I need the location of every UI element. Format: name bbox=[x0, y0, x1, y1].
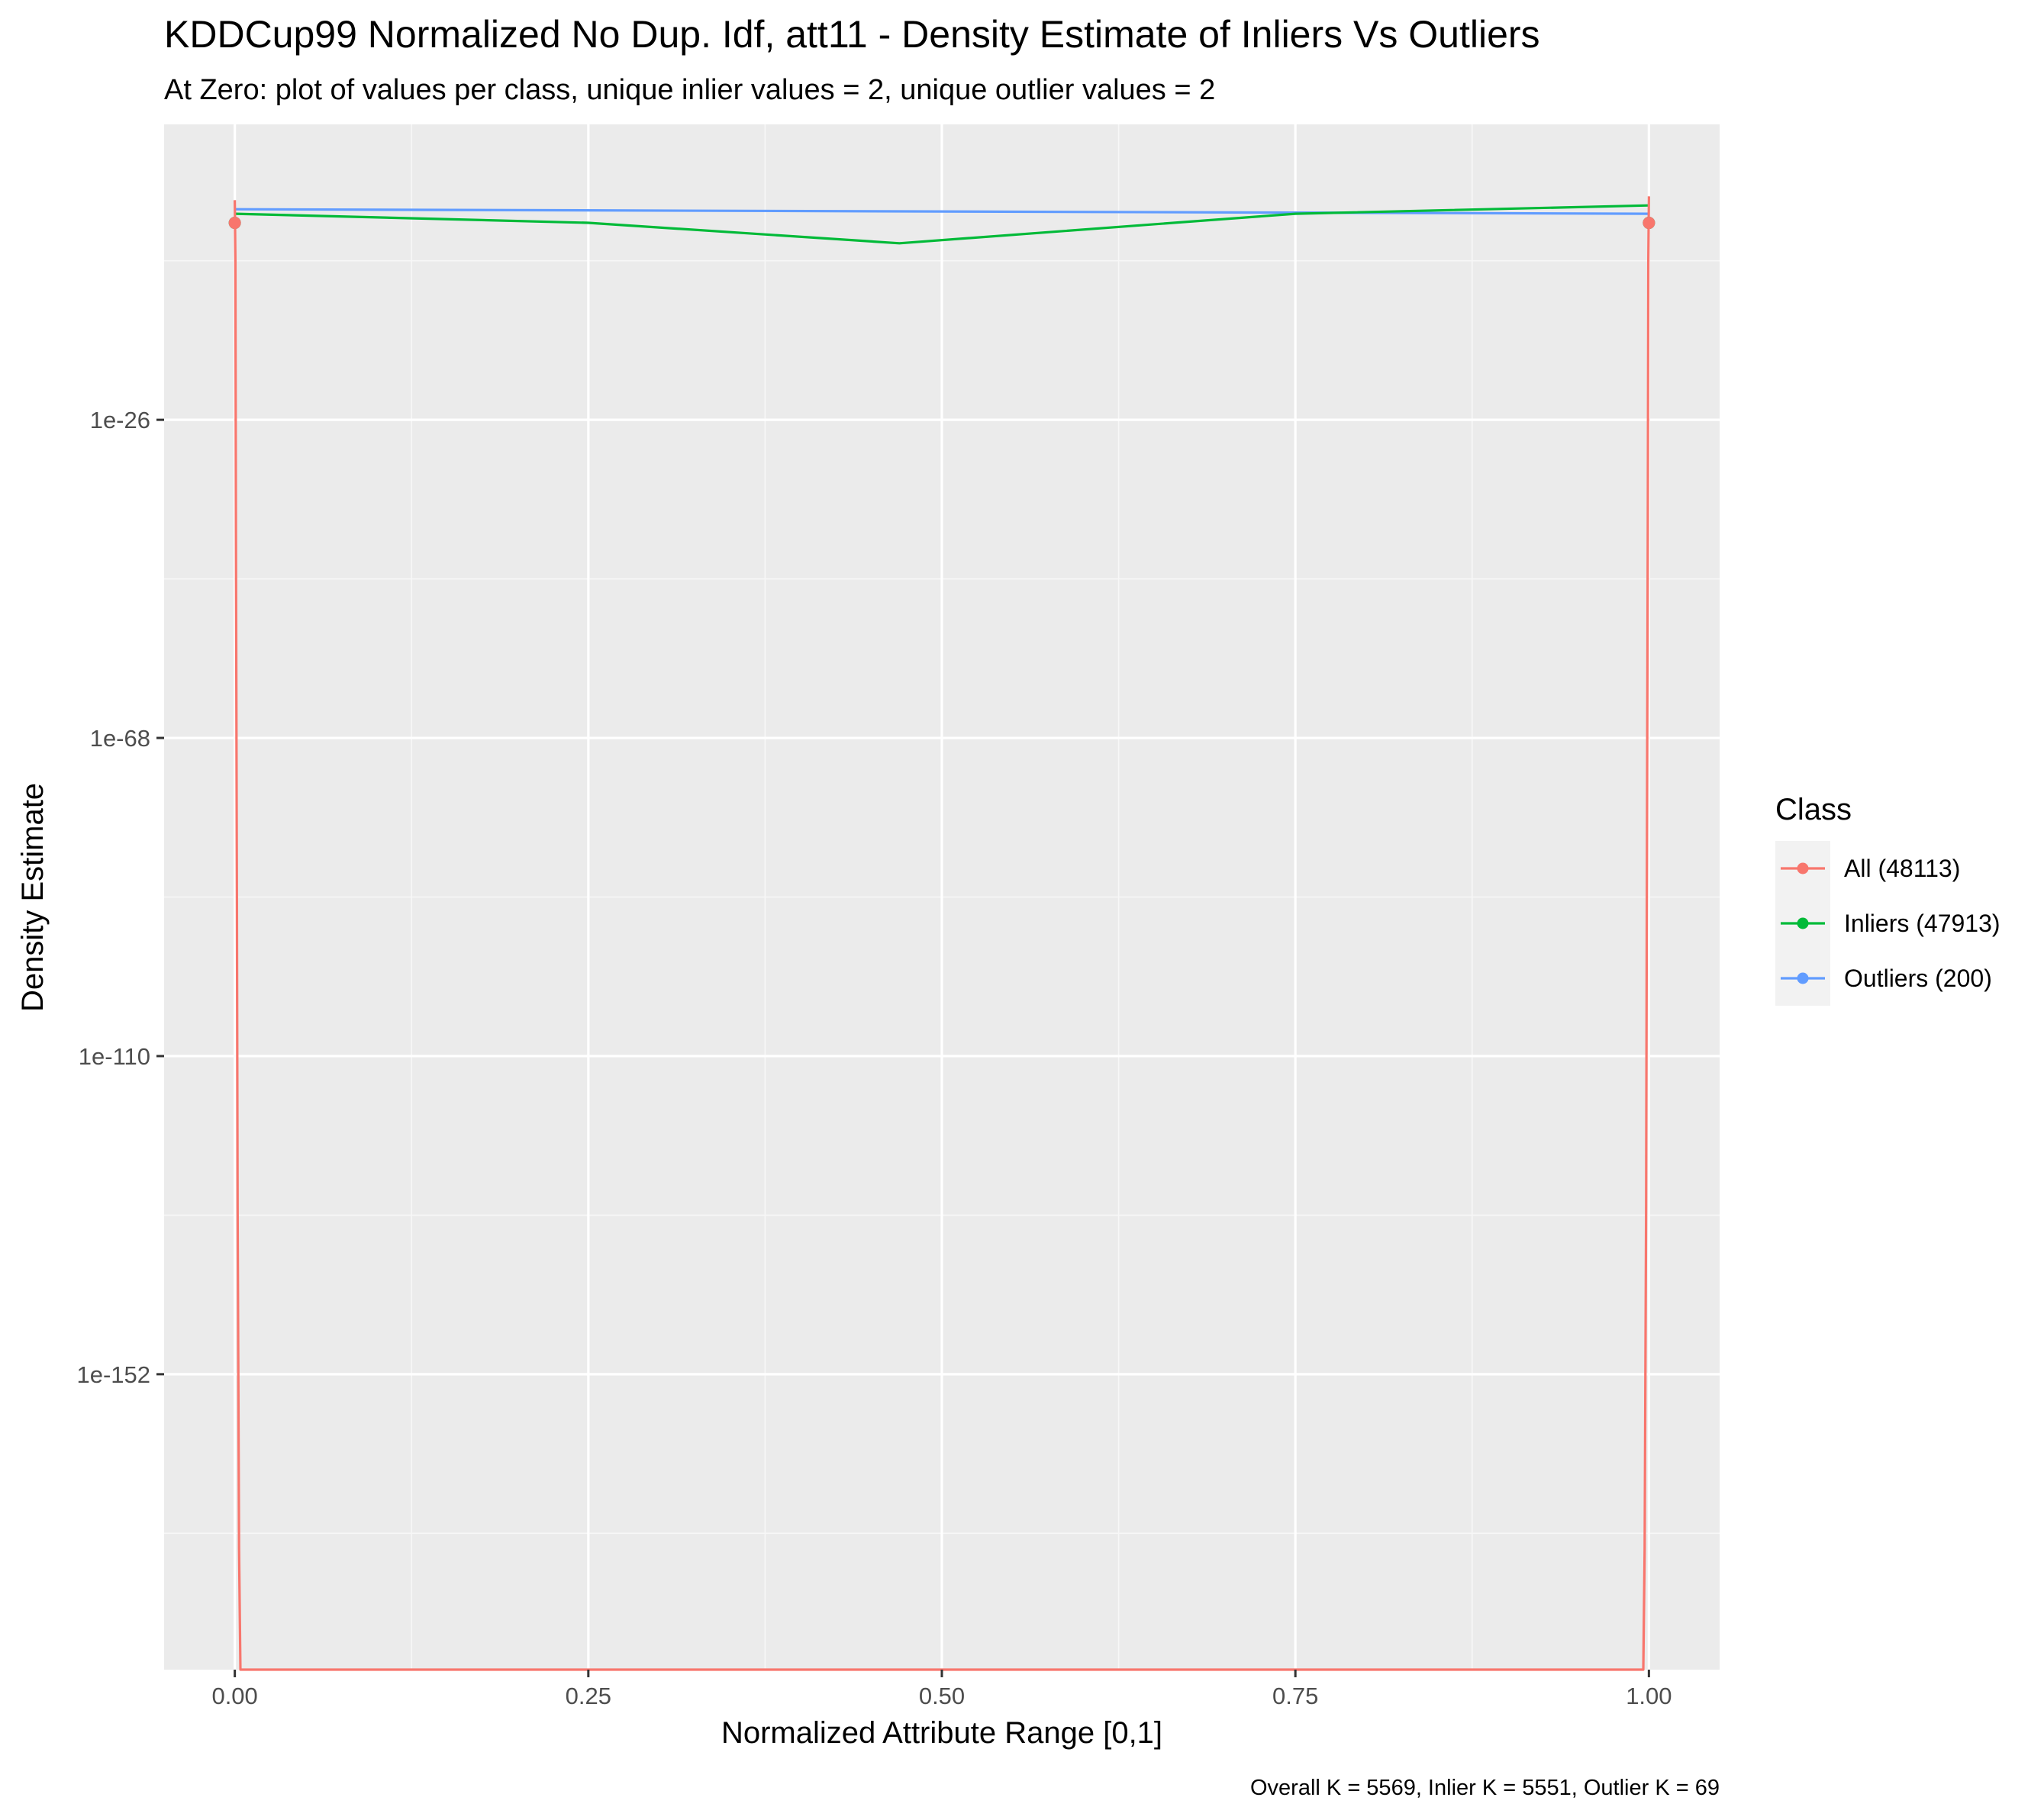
y-axis-ticks: 1e-26 1e-68 1e-110 1e-152 bbox=[76, 407, 164, 1388]
chart-subtitle: At Zero: plot of values per class, uniqu… bbox=[164, 74, 1215, 106]
series-line-1 bbox=[234, 204, 1649, 245]
legend-entry-label: All (48113) bbox=[1844, 855, 1960, 882]
legend-key-point bbox=[1797, 972, 1809, 984]
chart-title: KDDCup99 Normalized No Dup. Idf, att11 -… bbox=[164, 13, 1540, 56]
x-axis-ticks: 0.00 0.25 0.50 0.75 1.00 bbox=[211, 1670, 1672, 1709]
x-tick-label: 1.00 bbox=[1626, 1683, 1672, 1709]
y-axis-label: Density Estimate bbox=[16, 783, 50, 1012]
x-tick-label: 0.25 bbox=[566, 1683, 611, 1709]
y-tick-label: 1e-26 bbox=[90, 407, 150, 433]
x-tick-label: 0.00 bbox=[211, 1683, 257, 1709]
chart-caption: Overall K = 5569, Inlier K = 5551, Outli… bbox=[1250, 1776, 1720, 1800]
legend-key-point bbox=[1797, 862, 1809, 875]
x-axis-label: Normalized Attribute Range [0,1] bbox=[721, 1716, 1162, 1750]
grid-lines bbox=[164, 124, 1720, 1670]
legend: Class All (48113) Inliers (47913) Outliers… bbox=[1775, 793, 2000, 1006]
legend-title: Class bbox=[1775, 793, 1852, 826]
x-tick-label: 0.75 bbox=[1272, 1683, 1318, 1709]
series-point-0 bbox=[1643, 217, 1656, 230]
legend-entry-label: Outliers (200) bbox=[1844, 965, 1992, 992]
y-tick-label: 1e-110 bbox=[79, 1043, 150, 1070]
x-tick-label: 0.50 bbox=[919, 1683, 965, 1709]
y-tick-label: 1e-152 bbox=[76, 1361, 150, 1388]
legend-entry-label: Inliers (47913) bbox=[1844, 910, 2000, 937]
y-tick-label: 1e-68 bbox=[90, 725, 150, 752]
series-point-0 bbox=[228, 217, 241, 230]
legend-key-point bbox=[1797, 917, 1809, 929]
series-line-2 bbox=[234, 208, 1649, 215]
